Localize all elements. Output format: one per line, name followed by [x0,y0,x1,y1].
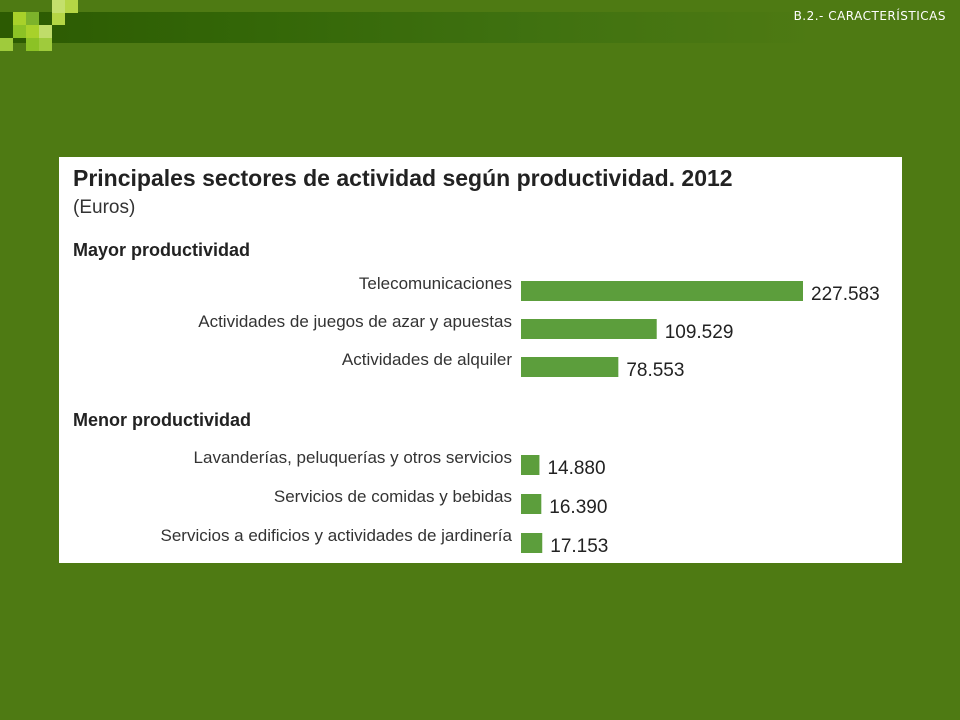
category-label: Servicios a edificios y actividades de j… [160,526,512,545]
bar-chart: Telecomunicaciones 227.583 Actividades de … [160,274,880,557]
chart-subtitle: (Euros) [73,197,136,218]
section-label: B.2.- CARACTERÍSTICAS [793,9,946,23]
bar [521,357,619,377]
data-label: 14.880 [547,458,605,479]
group-title-mayor: Mayor productividad [73,240,251,260]
data-label: 78.553 [626,360,684,381]
category-label: Actividades de juegos de azar y apuestas [198,312,512,331]
category-label: Lavanderías, peluquerías y otros servici… [194,448,512,467]
data-label: 109.529 [665,322,734,343]
data-label: 16.390 [549,497,607,518]
bar [521,281,803,301]
category-label: Servicios de comidas y bebidas [274,487,512,506]
bar [521,319,657,339]
data-label: 227.583 [811,284,880,305]
chart-title: Principales sectores de actividad según … [73,165,733,191]
group-title-menor: Menor productividad [73,410,252,430]
bar [521,455,540,475]
category-label: Actividades de alquiler [342,350,512,369]
bar [521,533,543,553]
header-band [0,12,960,43]
bar [521,494,542,514]
chart-panel: Principales sectores de actividad según … [59,157,902,563]
category-label: Telecomunicaciones [359,274,512,293]
data-label: 17.153 [550,536,608,557]
